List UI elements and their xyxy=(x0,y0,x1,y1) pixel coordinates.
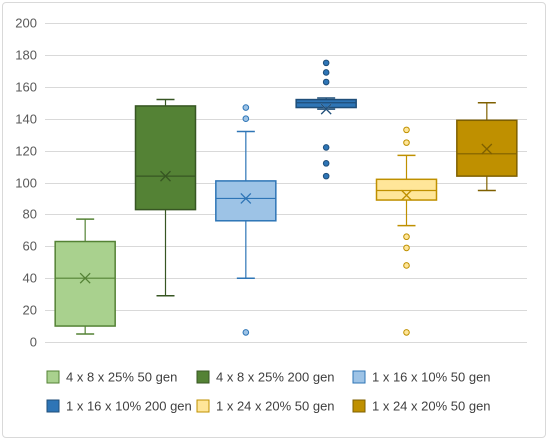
y-tick-label: 100 xyxy=(15,176,37,191)
y-tick-label: 200 xyxy=(15,16,37,31)
mean-marker-outline xyxy=(320,103,332,115)
legend-item: 4 x 8 x 25% 200 gen xyxy=(196,370,335,385)
legend-item: 1 x 24 x 20% 50 gen xyxy=(352,399,491,414)
grid-lines xyxy=(45,23,527,343)
iqr-box xyxy=(295,98,357,109)
y-tick-label: 20 xyxy=(23,303,37,318)
legend-swatch xyxy=(196,370,210,384)
outlier-point xyxy=(242,104,250,111)
y-tick-label: 120 xyxy=(15,144,37,159)
box-series xyxy=(295,59,357,180)
outlier-point xyxy=(322,78,330,86)
y-tick-label: 60 xyxy=(23,239,37,254)
outlier-point xyxy=(403,126,410,134)
legend-item: 1 x 16 x 10% 50 gen xyxy=(352,370,491,385)
box-series xyxy=(375,126,438,336)
outlier-point xyxy=(322,144,330,151)
outlier-point xyxy=(322,172,330,180)
outlier-point xyxy=(322,59,330,67)
legend-swatch xyxy=(196,399,210,413)
outlier-point xyxy=(242,329,250,336)
y-tick-label: 40 xyxy=(23,271,37,286)
box-series xyxy=(54,218,116,335)
mean-marker xyxy=(481,143,493,155)
mean-marker xyxy=(240,192,252,204)
plot-area xyxy=(54,59,518,336)
box-series xyxy=(456,102,518,192)
legend-item: 1 x 24 x 20% 50 gen xyxy=(196,399,335,414)
box-series xyxy=(134,98,197,297)
mean-marker xyxy=(79,272,91,284)
outlier-point xyxy=(403,329,410,336)
box-series xyxy=(215,104,277,336)
y-axis: 0 20 40 60 80 100 120 140 160 180 200 xyxy=(15,16,37,350)
outlier-point xyxy=(403,139,410,146)
outlier-point xyxy=(403,244,410,252)
y-tick-label: 80 xyxy=(23,207,37,222)
legend-label: 1 x 24 x 20% 50 gen xyxy=(372,399,491,414)
legend-item: 1 x 16 x 10% 200 gen xyxy=(46,399,192,414)
outlier-point xyxy=(322,69,330,76)
legend: 4 x 8 x 25% 50 gen 4 x 8 x 25% 200 gen 1 x… xyxy=(46,370,491,414)
legend-swatch xyxy=(46,399,60,413)
outlier-point xyxy=(403,233,410,241)
legend-label: 1 x 16 x 10% 50 gen xyxy=(372,370,491,385)
y-tick-label: 160 xyxy=(15,80,37,95)
outlier-point xyxy=(322,160,330,167)
iqr-box xyxy=(215,180,277,222)
iqr-box xyxy=(54,240,116,327)
legend-label: 4 x 8 x 25% 50 gen xyxy=(66,370,177,385)
legend-label: 1 x 16 x 10% 200 gen xyxy=(66,399,192,414)
mean-marker xyxy=(160,170,171,182)
legend-item: 4 x 8 x 25% 50 gen xyxy=(46,370,177,385)
y-tick-label: 0 xyxy=(30,335,37,350)
mean-marker xyxy=(401,189,412,201)
legend-swatch xyxy=(352,370,366,384)
outlier-point xyxy=(403,262,410,269)
iqr-box xyxy=(375,178,438,201)
y-tick-label: 180 xyxy=(15,48,37,63)
iqr-box xyxy=(134,105,197,211)
legend-label: 4 x 8 x 25% 200 gen xyxy=(216,370,335,385)
y-tick-label: 140 xyxy=(15,112,37,127)
outlier-point xyxy=(242,115,250,122)
legend-swatch xyxy=(352,399,366,413)
legend-swatch xyxy=(46,370,60,384)
legend-label: 1 x 24 x 20% 50 gen xyxy=(216,399,335,414)
